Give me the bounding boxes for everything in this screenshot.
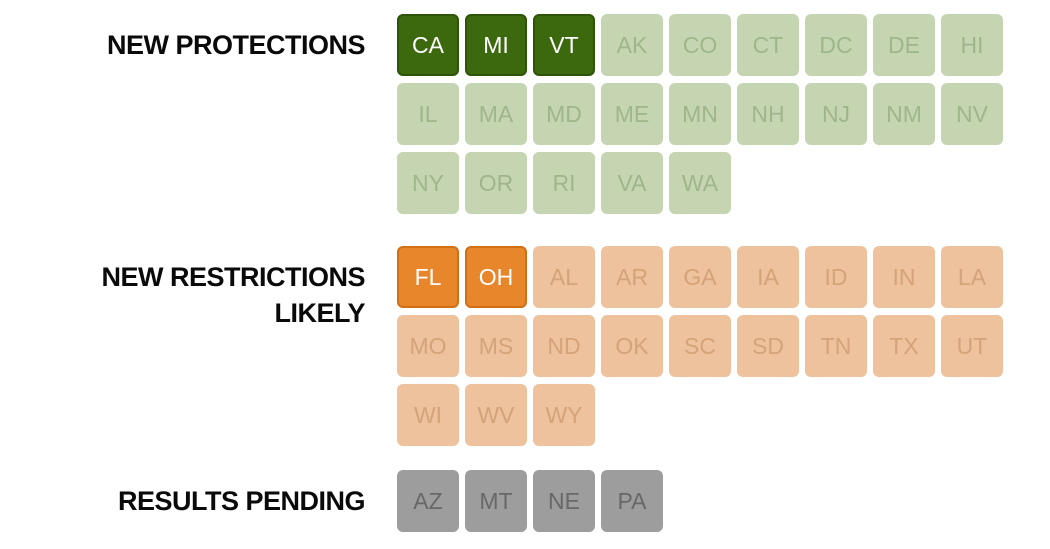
state-tile-ia: IA (737, 246, 799, 308)
state-tile-nd: ND (533, 315, 595, 377)
state-tile-ar: AR (601, 246, 663, 308)
section-tiles-new-protections: CA MI VT AK CO CT DC DE HI IL MA MD ME MN NH NJ NM NV NY OR… (397, 14, 1003, 214)
state-tile-ri: RI (533, 152, 595, 214)
section-label-new-protections: NEW PROTECTIONS (106, 27, 366, 63)
state-tile-nm: NM (873, 83, 935, 145)
section-label-results-pending: RESULTS PENDING (117, 483, 366, 519)
state-tile-wy: WY (533, 384, 595, 446)
state-tile-ak: AK (601, 14, 663, 76)
state-tile-tx: TX (873, 315, 935, 377)
section-label-line: NEW PROTECTIONS (106, 30, 366, 60)
state-tile-me: ME (601, 83, 663, 145)
state-tile-la: LA (941, 246, 1003, 308)
state-tile-tn: TN (805, 315, 867, 377)
state-tile-nh: NH (737, 83, 799, 145)
section-label-new-restrictions-likely: NEW RESTRICTIONS LIKELY (101, 259, 365, 331)
state-tile-ms: MS (465, 315, 527, 377)
state-tile-mt: MT (465, 470, 527, 532)
state-tile-va: VA (601, 152, 663, 214)
state-tile-al: AL (533, 246, 595, 308)
state-tile-mn: MN (669, 83, 731, 145)
state-tile-ma: MA (465, 83, 527, 145)
section-tiles-new-restrictions-likely: FL OH AL AR GA IA ID IN LA MO MS ND OK SC SD TN TX UT WI WV… (397, 246, 1003, 446)
state-tile-wv: WV (465, 384, 527, 446)
state-tile-ct: CT (737, 14, 799, 76)
state-tile-az: AZ (397, 470, 459, 532)
state-tile-ga: GA (669, 246, 731, 308)
state-tile-dc: DC (805, 14, 867, 76)
state-tile-fl: FL (397, 246, 459, 308)
section-label-line: LIKELY (274, 298, 365, 328)
section-tiles-results-pending: AZ MT NE PA (397, 470, 1003, 532)
state-tile-nj: NJ (805, 83, 867, 145)
state-tile-ne: NE (533, 470, 595, 532)
state-tile-de: DE (873, 14, 935, 76)
state-tile-hi: HI (941, 14, 1003, 76)
state-tile-il: IL (397, 83, 459, 145)
state-tile-ut: UT (941, 315, 1003, 377)
state-tile-ca: CA (397, 14, 459, 76)
state-tile-pa: PA (601, 470, 663, 532)
state-tile-wi: WI (397, 384, 459, 446)
section-label-line: RESULTS PENDING (117, 486, 366, 516)
state-tile-ok: OK (601, 315, 663, 377)
state-tile-sc: SC (669, 315, 731, 377)
state-tile-md: MD (533, 83, 595, 145)
state-tile-sd: SD (737, 315, 799, 377)
state-tile-wa: WA (669, 152, 731, 214)
state-tile-mi: MI (465, 14, 527, 76)
state-tile-oh: OH (465, 246, 527, 308)
state-tile-in: IN (873, 246, 935, 308)
section-label-line: NEW RESTRICTIONS (101, 262, 365, 292)
state-tile-or: OR (465, 152, 527, 214)
state-tile-vt: VT (533, 14, 595, 76)
state-tile-nv: NV (941, 83, 1003, 145)
state-tile-co: CO (669, 14, 731, 76)
state-tile-ny: NY (397, 152, 459, 214)
state-tile-id: ID (805, 246, 867, 308)
state-tile-mo: MO (397, 315, 459, 377)
